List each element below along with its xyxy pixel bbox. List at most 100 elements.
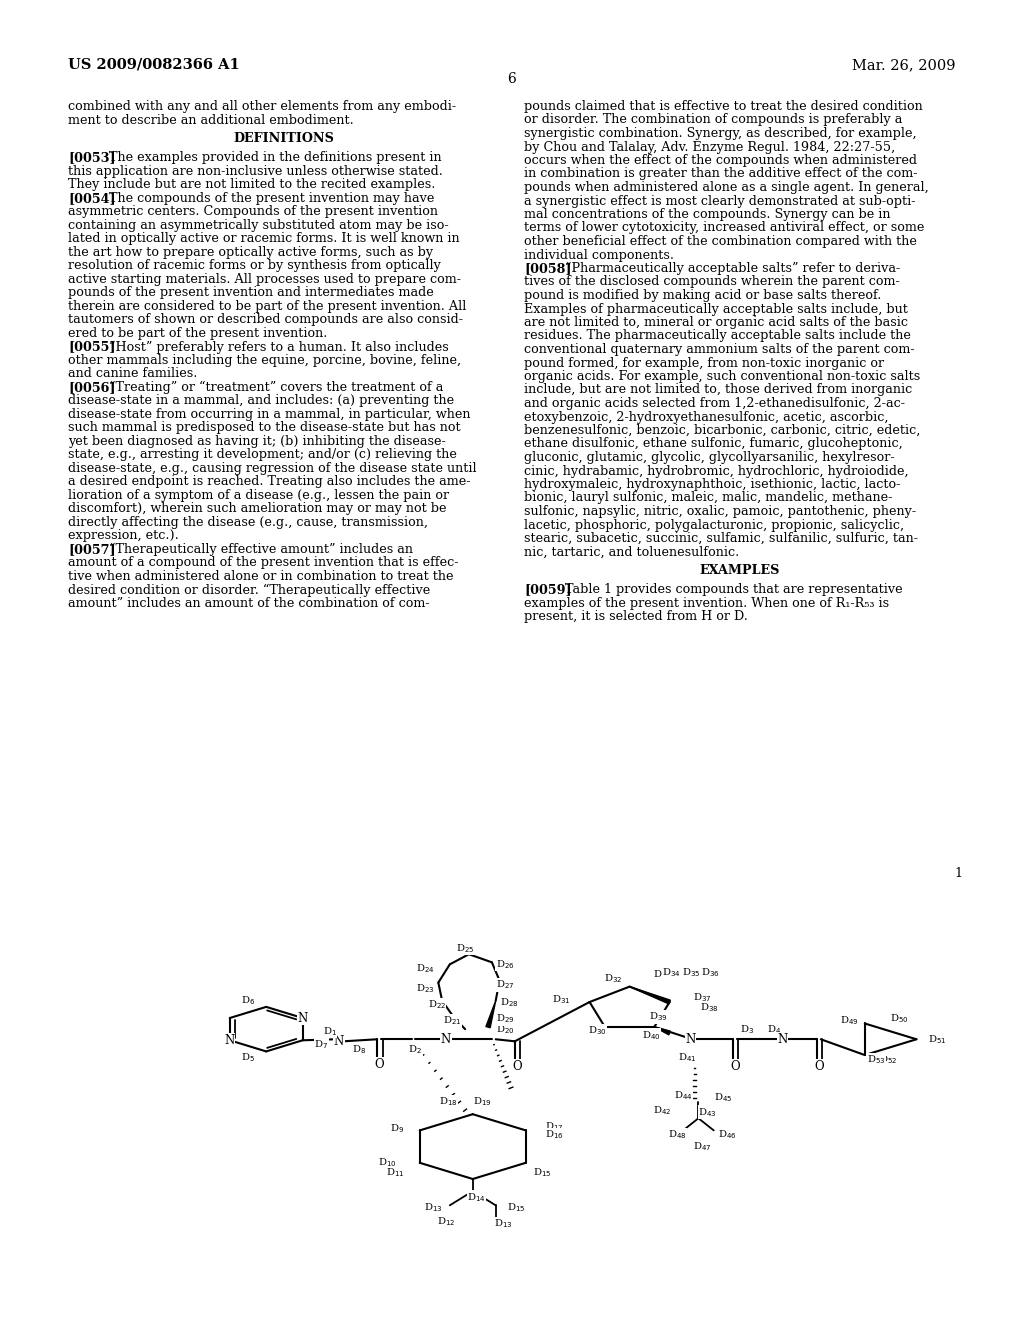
Text: a synergistic effect is most clearly demonstrated at sub-opti-: a synergistic effect is most clearly dem… (524, 194, 915, 207)
Text: D$_{49}$: D$_{49}$ (841, 1015, 859, 1027)
Text: D$_{13}$: D$_{13}$ (424, 1201, 442, 1214)
Text: examples of the present invention. When one of R₁-R₅₃ is: examples of the present invention. When … (524, 597, 889, 610)
Text: D$_{5}$: D$_{5}$ (241, 1051, 255, 1064)
Text: a desired endpoint is reached. Treating also includes the ame-: a desired endpoint is reached. Treating … (68, 475, 470, 488)
Text: [0055]: [0055] (68, 341, 116, 354)
Text: other mammals including the equine, porcine, bovine, feline,: other mammals including the equine, porc… (68, 354, 461, 367)
Text: such mammal is predisposed to the disease-state but has not: such mammal is predisposed to the diseas… (68, 421, 461, 434)
Text: [0058]: [0058] (524, 261, 571, 275)
Text: [0059]: [0059] (524, 583, 571, 597)
Text: pounds of the present invention and intermediates made: pounds of the present invention and inte… (68, 286, 434, 300)
Polygon shape (630, 986, 671, 1005)
Text: D$_{33}$: D$_{33}$ (652, 968, 671, 981)
Text: tive when administered alone or in combination to treat the: tive when administered alone or in combi… (68, 570, 454, 583)
Text: amount of a compound of the present invention that is effec-: amount of a compound of the present inve… (68, 556, 459, 569)
Text: amount” includes an amount of the combination of com-: amount” includes an amount of the combin… (68, 597, 430, 610)
Text: D$_{35}$: D$_{35}$ (682, 966, 700, 979)
Text: stearic, subacetic, succinic, sulfamic, sulfanilic, sulfuric, tan-: stearic, subacetic, succinic, sulfamic, … (524, 532, 918, 545)
Text: N: N (686, 1032, 696, 1045)
Text: by Chou and Talalay, Adv. Enzyme Regul. 1984, 22:27-55,: by Chou and Talalay, Adv. Enzyme Regul. … (524, 140, 895, 153)
Text: discomfort), wherein such amelioration may or may not be: discomfort), wherein such amelioration m… (68, 503, 446, 515)
Text: D$_{20}$: D$_{20}$ (496, 1023, 514, 1036)
Text: 6: 6 (508, 73, 516, 86)
Text: ered to be part of the present invention.: ered to be part of the present invention… (68, 327, 328, 339)
Text: D$_{19}$: D$_{19}$ (473, 1096, 492, 1109)
Text: hydroxymaleic, hydroxynaphthoic, isethionic, lactic, lacto-: hydroxymaleic, hydroxynaphthoic, isethio… (524, 478, 900, 491)
Text: D$_{24}$: D$_{24}$ (416, 962, 434, 974)
Text: in combination is greater than the additive effect of the com-: in combination is greater than the addit… (524, 168, 918, 181)
Text: N: N (334, 1035, 344, 1048)
Text: Table 1 provides compounds that are representative: Table 1 provides compounds that are repr… (565, 583, 903, 597)
Text: D$_{39}$: D$_{39}$ (649, 1011, 668, 1023)
Text: D$_{32}$: D$_{32}$ (604, 972, 622, 985)
Text: D$_{28}$: D$_{28}$ (500, 997, 518, 1010)
Text: disease-state from occurring in a mammal, in particular, when: disease-state from occurring in a mammal… (68, 408, 470, 421)
Text: include, but are not limited to, those derived from inorganic: include, but are not limited to, those d… (524, 384, 912, 396)
Text: D$_{51}$: D$_{51}$ (928, 1032, 946, 1045)
Text: D$_{12}$: D$_{12}$ (437, 1216, 455, 1228)
Text: D$_{15}$: D$_{15}$ (507, 1201, 525, 1214)
Text: D$_{17}$: D$_{17}$ (545, 1119, 563, 1133)
Text: other beneficial effect of the combination compared with the: other beneficial effect of the combinati… (524, 235, 916, 248)
Text: D$_{30}$: D$_{30}$ (588, 1024, 606, 1038)
Text: benzenesulfonic, benzoic, bicarbonic, carbonic, citric, edetic,: benzenesulfonic, benzoic, bicarbonic, ca… (524, 424, 921, 437)
Text: The compounds of the present invention may have: The compounds of the present invention m… (110, 191, 434, 205)
Text: D$_{31}$: D$_{31}$ (552, 994, 570, 1006)
Text: nic, tartaric, and toluenesulfonic.: nic, tartaric, and toluenesulfonic. (524, 545, 739, 558)
Text: [0056]: [0056] (68, 380, 116, 393)
Text: residues. The pharmaceutically acceptable salts include the: residues. The pharmaceutically acceptabl… (524, 330, 911, 342)
Text: D$_{52}$: D$_{52}$ (879, 1053, 897, 1067)
Text: O: O (512, 1060, 522, 1073)
Text: disease-state, e.g., causing regression of the disease state until: disease-state, e.g., causing regression … (68, 462, 476, 475)
Text: D$_{13}$: D$_{13}$ (495, 1217, 513, 1230)
Text: tautomers of shown or described compounds are also consid-: tautomers of shown or described compound… (68, 313, 463, 326)
Text: mal concentrations of the compounds. Synergy can be in: mal concentrations of the compounds. Syn… (524, 209, 891, 220)
Text: D$_{46}$: D$_{46}$ (718, 1129, 736, 1140)
Text: D$_{9}$: D$_{9}$ (390, 1122, 404, 1135)
Text: D$_{10}$: D$_{10}$ (378, 1156, 396, 1170)
Text: They include but are not limited to the recited examples.: They include but are not limited to the … (68, 178, 435, 191)
Text: D$_{16}$: D$_{16}$ (545, 1129, 563, 1140)
Text: disease-state in a mammal, and includes: (a) preventing the: disease-state in a mammal, and includes:… (68, 395, 454, 408)
Text: O: O (814, 1060, 824, 1073)
Text: gluconic, glutamic, glycolic, glycollyarsanilic, hexylresor-: gluconic, glutamic, glycolic, glycollyar… (524, 451, 895, 465)
Text: pound formed, for example, from non-toxic inorganic or: pound formed, for example, from non-toxi… (524, 356, 884, 370)
Text: D$_{21}$: D$_{21}$ (443, 1015, 461, 1027)
Text: organic acids. For example, such conventional non-toxic salts: organic acids. For example, such convent… (524, 370, 921, 383)
Text: D$_{22}$: D$_{22}$ (428, 998, 446, 1011)
Text: Examples of pharmaceutically acceptable salts include, but: Examples of pharmaceutically acceptable … (524, 302, 908, 315)
Text: tives of the disclosed compounds wherein the parent com-: tives of the disclosed compounds wherein… (524, 276, 900, 289)
Text: D$_{7}$: D$_{7}$ (314, 1038, 328, 1051)
Text: D$_{3}$: D$_{3}$ (740, 1023, 755, 1036)
Text: the art how to prepare optically active forms, such as by: the art how to prepare optically active … (68, 246, 433, 259)
Text: D$_{11}$: D$_{11}$ (386, 1167, 404, 1179)
Text: ment to describe an additional embodiment.: ment to describe an additional embodimen… (68, 114, 353, 127)
Text: D$_{53}$: D$_{53}$ (866, 1053, 885, 1067)
Text: D$_{40}$: D$_{40}$ (642, 1028, 660, 1041)
Text: synergistic combination. Synergy, as described, for example,: synergistic combination. Synergy, as des… (524, 127, 916, 140)
Text: cinic, hydrabamic, hydrobromic, hydrochloric, hydroiodide,: cinic, hydrabamic, hydrobromic, hydrochl… (524, 465, 908, 478)
Text: D$_{38}$: D$_{38}$ (700, 1002, 719, 1015)
Text: present, it is selected from H or D.: present, it is selected from H or D. (524, 610, 748, 623)
Text: D$_{47}$: D$_{47}$ (693, 1140, 712, 1152)
Text: D$_{1}$: D$_{1}$ (323, 1024, 337, 1038)
Text: D$_{43}$: D$_{43}$ (698, 1106, 717, 1118)
Text: D$_{36}$: D$_{36}$ (700, 966, 719, 979)
Text: pounds claimed that is effective to treat the desired condition: pounds claimed that is effective to trea… (524, 100, 923, 114)
Text: are not limited to, mineral or organic acid salts of the basic: are not limited to, mineral or organic a… (524, 315, 908, 329)
Text: US 2009/0082366 A1: US 2009/0082366 A1 (68, 58, 240, 73)
Text: “Treating” or “treatment” covers the treatment of a: “Treating” or “treatment” covers the tre… (110, 380, 443, 395)
Text: The examples provided in the definitions present in: The examples provided in the definitions… (110, 152, 441, 164)
Text: etoxybenzoic, 2-hydroxyethanesulfonic, acetic, ascorbic,: etoxybenzoic, 2-hydroxyethanesulfonic, a… (524, 411, 889, 424)
Text: individual components.: individual components. (524, 248, 674, 261)
Text: D$_{41}$: D$_{41}$ (678, 1051, 696, 1064)
Text: D$_{2}$: D$_{2}$ (409, 1043, 422, 1056)
Text: bionic, lauryl sulfonic, maleic, malic, mandelic, methane-: bionic, lauryl sulfonic, maleic, malic, … (524, 491, 892, 504)
Text: state, e.g., arresting it development; and/or (c) relieving the: state, e.g., arresting it development; a… (68, 449, 457, 461)
Text: and organic acids selected from 1,2-ethanedisulfonic, 2-ac-: and organic acids selected from 1,2-etha… (524, 397, 905, 411)
Text: [0054]: [0054] (68, 191, 116, 205)
Text: terms of lower cytotoxicity, increased antiviral effect, or some: terms of lower cytotoxicity, increased a… (524, 222, 925, 235)
Text: therein are considered to be part of the present invention. All: therein are considered to be part of the… (68, 300, 466, 313)
Text: D$_{37}$: D$_{37}$ (692, 991, 711, 1005)
Text: asymmetric centers. Compounds of the present invention: asymmetric centers. Compounds of the pre… (68, 206, 438, 218)
